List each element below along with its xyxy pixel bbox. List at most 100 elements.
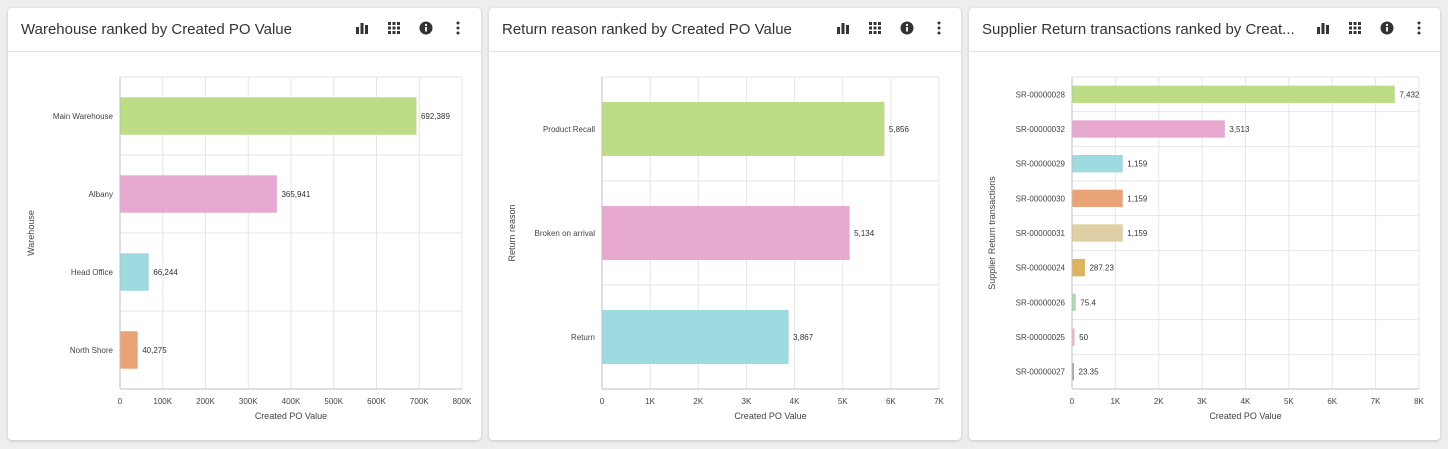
- value-label: 5,134: [854, 229, 875, 238]
- more-vertical-icon[interactable]: [450, 20, 466, 36]
- panel-title: Warehouse ranked by Created PO Value: [21, 21, 292, 38]
- x-tick-label: 4K: [1241, 397, 1251, 406]
- info-icon[interactable]: [1379, 20, 1395, 36]
- bar-chart: Main Warehouse 692,389 Albany 365,941 Head O…: [26, 76, 472, 421]
- x-tick-label: 500K: [324, 397, 343, 406]
- category-label: SR-00000032: [1016, 125, 1066, 134]
- grid-icon[interactable]: [1347, 20, 1363, 36]
- info-icon[interactable]: [418, 20, 434, 36]
- x-tick-label: 6K: [886, 397, 896, 406]
- x-tick-label: 6K: [1327, 397, 1337, 406]
- value-label: 50: [1079, 333, 1088, 342]
- category-label: SR-00000028: [1016, 90, 1066, 99]
- x-tick-label: 8K: [1414, 397, 1424, 406]
- bar: [120, 175, 277, 213]
- chart-panel-return-reason: Return reason ranked by Created PO Value…: [489, 8, 961, 440]
- x-tick-label: 200K: [196, 397, 215, 406]
- value-label: 3,867: [793, 333, 814, 342]
- bar-chart-icon[interactable]: [354, 20, 370, 36]
- bar: [120, 253, 149, 291]
- bar: [120, 97, 417, 135]
- x-tick-label: 800K: [453, 397, 472, 406]
- grid-icon[interactable]: [867, 20, 883, 36]
- x-tick-label: 2K: [1154, 397, 1164, 406]
- bar: [1072, 293, 1076, 311]
- x-tick-label: 7K: [934, 397, 944, 406]
- bar: [602, 309, 789, 365]
- value-label: 23.35: [1079, 368, 1100, 377]
- value-label: 692,389: [421, 112, 450, 121]
- y-axis-title: Warehouse: [26, 210, 36, 256]
- bar-chart-icon[interactable]: [835, 20, 851, 36]
- category-label: SR-00000026: [1016, 298, 1066, 307]
- x-tick-label: 600K: [367, 397, 386, 406]
- bar: [1072, 189, 1123, 207]
- value-label: 7,432: [1399, 90, 1420, 99]
- category-label: North Shore: [70, 346, 114, 355]
- x-tick-label: 1K: [645, 397, 655, 406]
- chart-panel-warehouse: Warehouse ranked by Created PO Value Mai…: [8, 8, 481, 440]
- x-tick-label: 300K: [239, 397, 258, 406]
- category-label: Product Recall: [543, 125, 595, 134]
- x-tick-label: 4K: [790, 397, 800, 406]
- value-label: 40,275: [142, 346, 167, 355]
- category-label: SR-00000029: [1016, 160, 1066, 169]
- value-label: 1,159: [1127, 160, 1148, 169]
- x-tick-label: 400K: [282, 397, 301, 406]
- bar: [120, 331, 138, 369]
- category-label: SR-00000031: [1016, 229, 1066, 238]
- value-label: 1,159: [1127, 194, 1148, 203]
- bar: [1072, 85, 1395, 103]
- x-tick-label: 2K: [693, 397, 703, 406]
- x-axis-title: Created PO Value: [255, 411, 327, 421]
- x-axis-title: Created PO Value: [734, 411, 806, 421]
- bar: [1072, 363, 1074, 381]
- category-label: Main Warehouse: [53, 112, 114, 121]
- x-tick-label: 7K: [1371, 397, 1381, 406]
- category-label: SR-00000030: [1016, 194, 1066, 203]
- bar: [1072, 155, 1123, 173]
- value-label: 365,941: [281, 190, 310, 199]
- y-axis-title: Supplier Return transactions: [987, 176, 997, 290]
- x-tick-label: 700K: [410, 397, 429, 406]
- x-tick-label: 3K: [742, 397, 752, 406]
- x-tick-label: 5K: [838, 397, 848, 406]
- category-label: Broken on arrival: [535, 229, 596, 238]
- panel-title: Supplier Return transactions ranked by C…: [982, 21, 1295, 38]
- value-label: 5,856: [889, 125, 910, 134]
- value-label: 287.23: [1089, 264, 1114, 273]
- bar: [1072, 328, 1075, 346]
- x-tick-label: 0: [1070, 397, 1075, 406]
- x-tick-label: 0: [600, 397, 605, 406]
- x-tick-label: 5K: [1284, 397, 1294, 406]
- chart-panel-supplier-return: Supplier Return transactions ranked by C…: [969, 8, 1440, 440]
- value-label: 75.4: [1080, 298, 1096, 307]
- bar-chart: Product Recall 5,856 Broken on arrival 5,13…: [507, 76, 945, 421]
- info-icon[interactable]: [899, 20, 915, 36]
- category-label: SR-00000024: [1016, 264, 1066, 273]
- panel-header: Return reason ranked by Created PO Value: [489, 8, 961, 52]
- more-vertical-icon[interactable]: [1411, 20, 1427, 36]
- category-label: Head Office: [71, 268, 114, 277]
- panel-title: Return reason ranked by Created PO Value: [502, 21, 792, 38]
- bar: [602, 205, 850, 261]
- category-label: SR-00000027: [1016, 368, 1066, 377]
- panel-header: Warehouse ranked by Created PO Value: [8, 8, 481, 52]
- x-tick-label: 1K: [1110, 397, 1120, 406]
- bar: [1072, 224, 1123, 242]
- bar: [1072, 120, 1225, 138]
- bar: [1072, 259, 1085, 277]
- more-vertical-icon[interactable]: [931, 20, 947, 36]
- x-axis-title: Created PO Value: [1209, 411, 1281, 421]
- y-axis-title: Return reason: [507, 204, 517, 261]
- category-label: Albany: [89, 190, 113, 199]
- value-label: 3,513: [1229, 125, 1250, 134]
- x-tick-label: 0: [118, 397, 123, 406]
- x-tick-label: 3K: [1197, 397, 1207, 406]
- value-label: 66,244: [153, 268, 178, 277]
- category-label: Return: [571, 333, 595, 342]
- grid-icon[interactable]: [386, 20, 402, 36]
- bar-chart-icon[interactable]: [1315, 20, 1331, 36]
- panel-header: Supplier Return transactions ranked by C…: [969, 8, 1440, 52]
- bar: [602, 101, 885, 157]
